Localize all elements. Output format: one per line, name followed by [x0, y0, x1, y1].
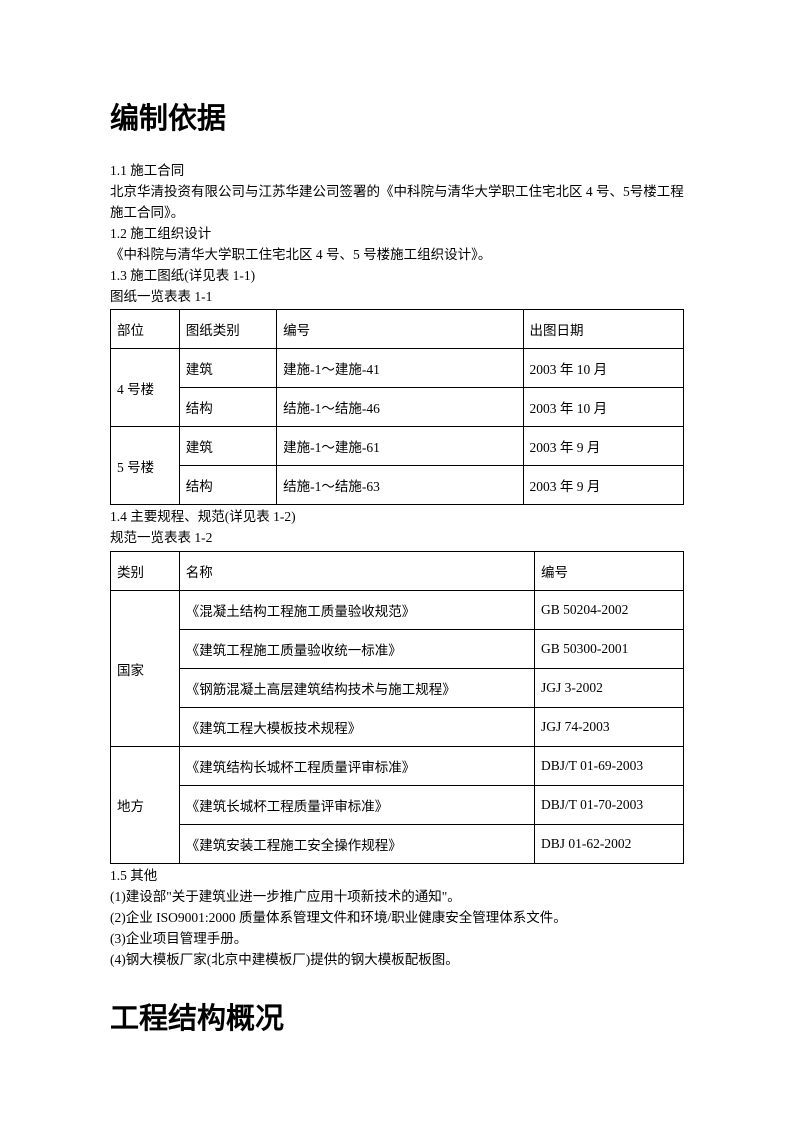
- table-header-row: 类别 名称 编号: [111, 552, 684, 591]
- table-cell: 结施-1～结施-46: [277, 388, 523, 427]
- table-cell-building: 5 号楼: [111, 427, 180, 505]
- table-cell-building: 4 号楼: [111, 349, 180, 427]
- table-cell: GB 50204-2002: [535, 591, 684, 630]
- section-1-3-label: 1.3 施工图纸(详见表 1-1): [110, 266, 684, 287]
- table-header-cell: 编号: [277, 310, 523, 349]
- table-cell: 结施-1～结施-63: [277, 466, 523, 505]
- table-2-caption: 规范一览表表 1-2: [110, 528, 684, 549]
- table-cell: 2003 年 10 月: [523, 349, 683, 388]
- table-cell: 《建筑工程大模板技术规程》: [179, 708, 534, 747]
- table-cell-category: 地方: [111, 747, 180, 864]
- table-cell: 《建筑结构长城杯工程质量评审标准》: [179, 747, 534, 786]
- table-row: 5 号楼 建筑 建施-1～建施-61 2003 年 9 月: [111, 427, 684, 466]
- table-cell: DBJ 01-62-2002: [535, 825, 684, 864]
- section-1-1-text: 北京华清投资有限公司与江苏华建公司签署的《中科院与清华大学职工住宅北区 4 号、…: [110, 182, 684, 224]
- section-1-1-label: 1.1 施工合同: [110, 161, 684, 182]
- table-cell: DBJ/T 01-69-2003: [535, 747, 684, 786]
- table-1-caption: 图纸一览表表 1-1: [110, 287, 684, 308]
- table-header-cell: 名称: [179, 552, 534, 591]
- table-cell: 2003 年 10 月: [523, 388, 683, 427]
- table-cell: 2003 年 9 月: [523, 466, 683, 505]
- section-1-4-label: 1.4 主要规程、规范(详见表 1-2): [110, 507, 684, 528]
- table-row: 地方 《建筑结构长城杯工程质量评审标准》 DBJ/T 01-69-2003: [111, 747, 684, 786]
- table-row: 结构 结施-1～结施-46 2003 年 10 月: [111, 388, 684, 427]
- table-cell: JGJ 3-2002: [535, 669, 684, 708]
- table-cell: 建施-1～建施-61: [277, 427, 523, 466]
- table-header-cell: 出图日期: [523, 310, 683, 349]
- table-cell: GB 50300-2001: [535, 630, 684, 669]
- table-row: 结构 结施-1～结施-63 2003 年 9 月: [111, 466, 684, 505]
- table-header-row: 部位 图纸类别 编号 出图日期: [111, 310, 684, 349]
- table-header-cell: 图纸类别: [179, 310, 276, 349]
- section-1-5-label: 1.5 其他: [110, 866, 684, 887]
- list-item: (2)企业 ISO9001:2000 质量体系管理文件和环境/职业健康安全管理体…: [110, 908, 684, 929]
- table-header-cell: 部位: [111, 310, 180, 349]
- table-cell: 2003 年 9 月: [523, 427, 683, 466]
- section-1-2-text: 《中科院与清华大学职工住宅北区 4 号、5 号楼施工组织设计》。: [110, 245, 684, 266]
- table-cell: 结构: [179, 388, 276, 427]
- table-row: 国家 《混凝土结构工程施工质量验收规范》 GB 50204-2002: [111, 591, 684, 630]
- table-row: 《钢筋混凝土高层建筑结构技术与施工规程》 JGJ 3-2002: [111, 669, 684, 708]
- table-cell: 建筑: [179, 427, 276, 466]
- table-cell: 《钢筋混凝土高层建筑结构技术与施工规程》: [179, 669, 534, 708]
- table-header-cell: 类别: [111, 552, 180, 591]
- table-cell: 结构: [179, 466, 276, 505]
- table-cell: 《建筑工程施工质量验收统一标准》: [179, 630, 534, 669]
- table-cell: 建施-1～建施-41: [277, 349, 523, 388]
- list-item: (1)建设部"关于建筑业进一步推广应用十项新技术的通知"。: [110, 887, 684, 908]
- table-header-cell: 编号: [535, 552, 684, 591]
- table-cell: 《建筑长城杯工程质量评审标准》: [179, 786, 534, 825]
- table-cell-category: 国家: [111, 591, 180, 747]
- standards-table: 类别 名称 编号 国家 《混凝土结构工程施工质量验收规范》 GB 50204-2…: [110, 551, 684, 864]
- table-row: 《建筑安装工程施工安全操作规程》 DBJ 01-62-2002: [111, 825, 684, 864]
- table-cell: 《混凝土结构工程施工质量验收规范》: [179, 591, 534, 630]
- drawings-table: 部位 图纸类别 编号 出图日期 4 号楼 建筑 建施-1～建施-41 2003 …: [110, 309, 684, 505]
- heading-compilation-basis: 编制依据: [110, 95, 684, 137]
- table-cell: JGJ 74-2003: [535, 708, 684, 747]
- table-row: 《建筑工程大模板技术规程》 JGJ 74-2003: [111, 708, 684, 747]
- list-item: (3)企业项目管理手册。: [110, 929, 684, 950]
- section-1-2-label: 1.2 施工组织设计: [110, 224, 684, 245]
- table-row: 4 号楼 建筑 建施-1～建施-41 2003 年 10 月: [111, 349, 684, 388]
- table-row: 《建筑长城杯工程质量评审标准》 DBJ/T 01-70-2003: [111, 786, 684, 825]
- table-cell: DBJ/T 01-70-2003: [535, 786, 684, 825]
- table-cell: 《建筑安装工程施工安全操作规程》: [179, 825, 534, 864]
- table-row: 《建筑工程施工质量验收统一标准》 GB 50300-2001: [111, 630, 684, 669]
- list-item: (4)钢大模板厂家(北京中建模板厂)提供的钢大模板配板图。: [110, 950, 684, 971]
- heading-project-structure: 工程结构概况: [110, 995, 684, 1037]
- table-cell: 建筑: [179, 349, 276, 388]
